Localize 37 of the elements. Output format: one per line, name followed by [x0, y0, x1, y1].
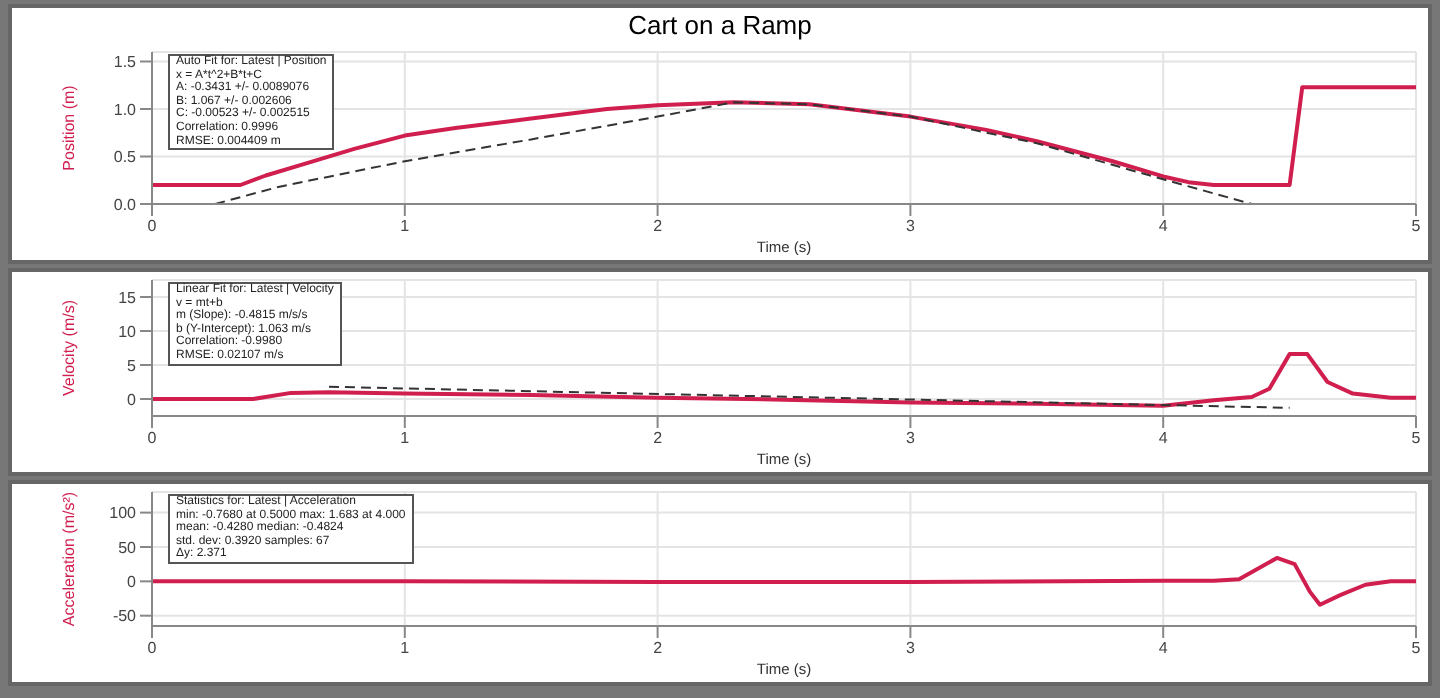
x-tick-label: 2: [653, 217, 664, 236]
y-axis-title: Acceleration (m/s²): [59, 491, 78, 627]
x-tick-label: 3: [905, 217, 916, 236]
y-tick-label: 10: [118, 322, 138, 341]
line-series: [152, 555, 1416, 607]
x-tick-label: 4: [1158, 639, 1169, 658]
y-tick-label: 0: [127, 390, 138, 409]
x-tick-label: 5: [1411, 639, 1422, 658]
x-tick-label: 1: [400, 639, 411, 658]
y-axis-title: Velocity (m/s): [59, 299, 78, 397]
x-tick-label: 4: [1158, 217, 1169, 236]
y-tick-label: 15: [118, 288, 138, 307]
x-tick-label: 2: [653, 429, 664, 448]
y-tick-label: 5: [127, 356, 138, 375]
x-tick-label: 0: [147, 639, 158, 658]
x-tick-label: 5: [1411, 217, 1422, 236]
x-tick-label: 3: [905, 429, 916, 448]
y-tick-label: 100: [109, 504, 138, 523]
x-tick-label: 0: [147, 429, 158, 448]
x-tick-label: 4: [1158, 429, 1169, 448]
x-tick-label: 3: [905, 639, 916, 658]
y-tick-label: -50: [112, 607, 138, 626]
x-tick-label: 1: [400, 217, 411, 236]
x-tick-label: 2: [653, 639, 664, 658]
y-tick-label: 1.5: [113, 53, 138, 72]
y-tick-label: 50: [118, 538, 138, 557]
x-tick-label: 5: [1411, 429, 1422, 448]
line-series: [152, 85, 1416, 187]
y-tick-label: 0.5: [113, 148, 138, 167]
y-tick-label: 0.0: [113, 195, 138, 214]
x-tick-label: 1: [400, 429, 411, 448]
y-axis-title: Position (m): [59, 84, 78, 171]
y-tick-label: 1.0: [113, 100, 138, 119]
chart-title: Cart on a Ramp: [626, 8, 814, 44]
x-tick-label: 0: [147, 217, 158, 236]
y-tick-label: 0: [127, 573, 138, 592]
line-series: [152, 352, 1416, 408]
